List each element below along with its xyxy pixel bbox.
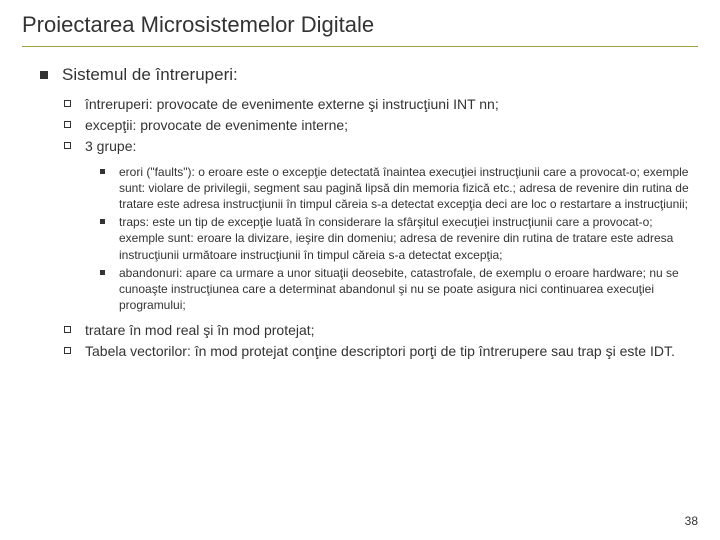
list-item: Tabela vectorilor: în mod protejat conţi…	[64, 342, 698, 361]
level3-text: erori ("faults"): o eroare este o excepţ…	[119, 164, 698, 213]
open-square-bullet-icon	[64, 326, 71, 333]
level3-text: traps: este un tip de excepţie luată în …	[119, 214, 698, 263]
list-item: excepţii: provocate de evenimente intern…	[64, 116, 698, 135]
level2-text: Tabela vectorilor: în mod protejat conţi…	[85, 342, 675, 361]
open-square-bullet-icon	[64, 100, 71, 107]
level2-text: tratare în mod real şi în mod protejat;	[85, 321, 315, 340]
level2-text: întreruperi: provocate de evenimente ext…	[85, 95, 499, 114]
list-item: Sistemul de întreruperi:	[40, 65, 698, 85]
level2-text: 3 grupe:	[85, 137, 136, 156]
page-number: 38	[685, 514, 698, 528]
list-item: întreruperi: provocate de evenimente ext…	[64, 95, 698, 114]
level1-list: Sistemul de întreruperi:	[22, 65, 698, 85]
small-square-bullet-icon	[100, 270, 105, 275]
level1-text: Sistemul de întreruperi:	[62, 65, 238, 85]
small-square-bullet-icon	[100, 219, 105, 224]
small-square-bullet-icon	[100, 169, 105, 174]
square-bullet-icon	[40, 71, 48, 79]
list-item: traps: este un tip de excepţie luată în …	[100, 214, 698, 263]
list-item: tratare în mod real şi în mod protejat;	[64, 321, 698, 340]
level2-list: întreruperi: provocate de evenimente ext…	[22, 95, 698, 156]
level3-list: erori ("faults"): o eroare este o excepţ…	[22, 164, 698, 314]
level2-text: excepţii: provocate de evenimente intern…	[85, 116, 348, 135]
list-item: abandonuri: apare ca urmare a unor situa…	[100, 265, 698, 314]
open-square-bullet-icon	[64, 121, 71, 128]
open-square-bullet-icon	[64, 142, 71, 149]
level2-list: tratare în mod real şi în mod protejat; …	[22, 321, 698, 361]
open-square-bullet-icon	[64, 347, 71, 354]
level3-text: abandonuri: apare ca urmare a unor situa…	[119, 265, 698, 314]
page-title: Proiectarea Microsistemelor Digitale	[22, 12, 698, 47]
list-item: erori ("faults"): o eroare este o excepţ…	[100, 164, 698, 213]
list-item: 3 grupe:	[64, 137, 698, 156]
